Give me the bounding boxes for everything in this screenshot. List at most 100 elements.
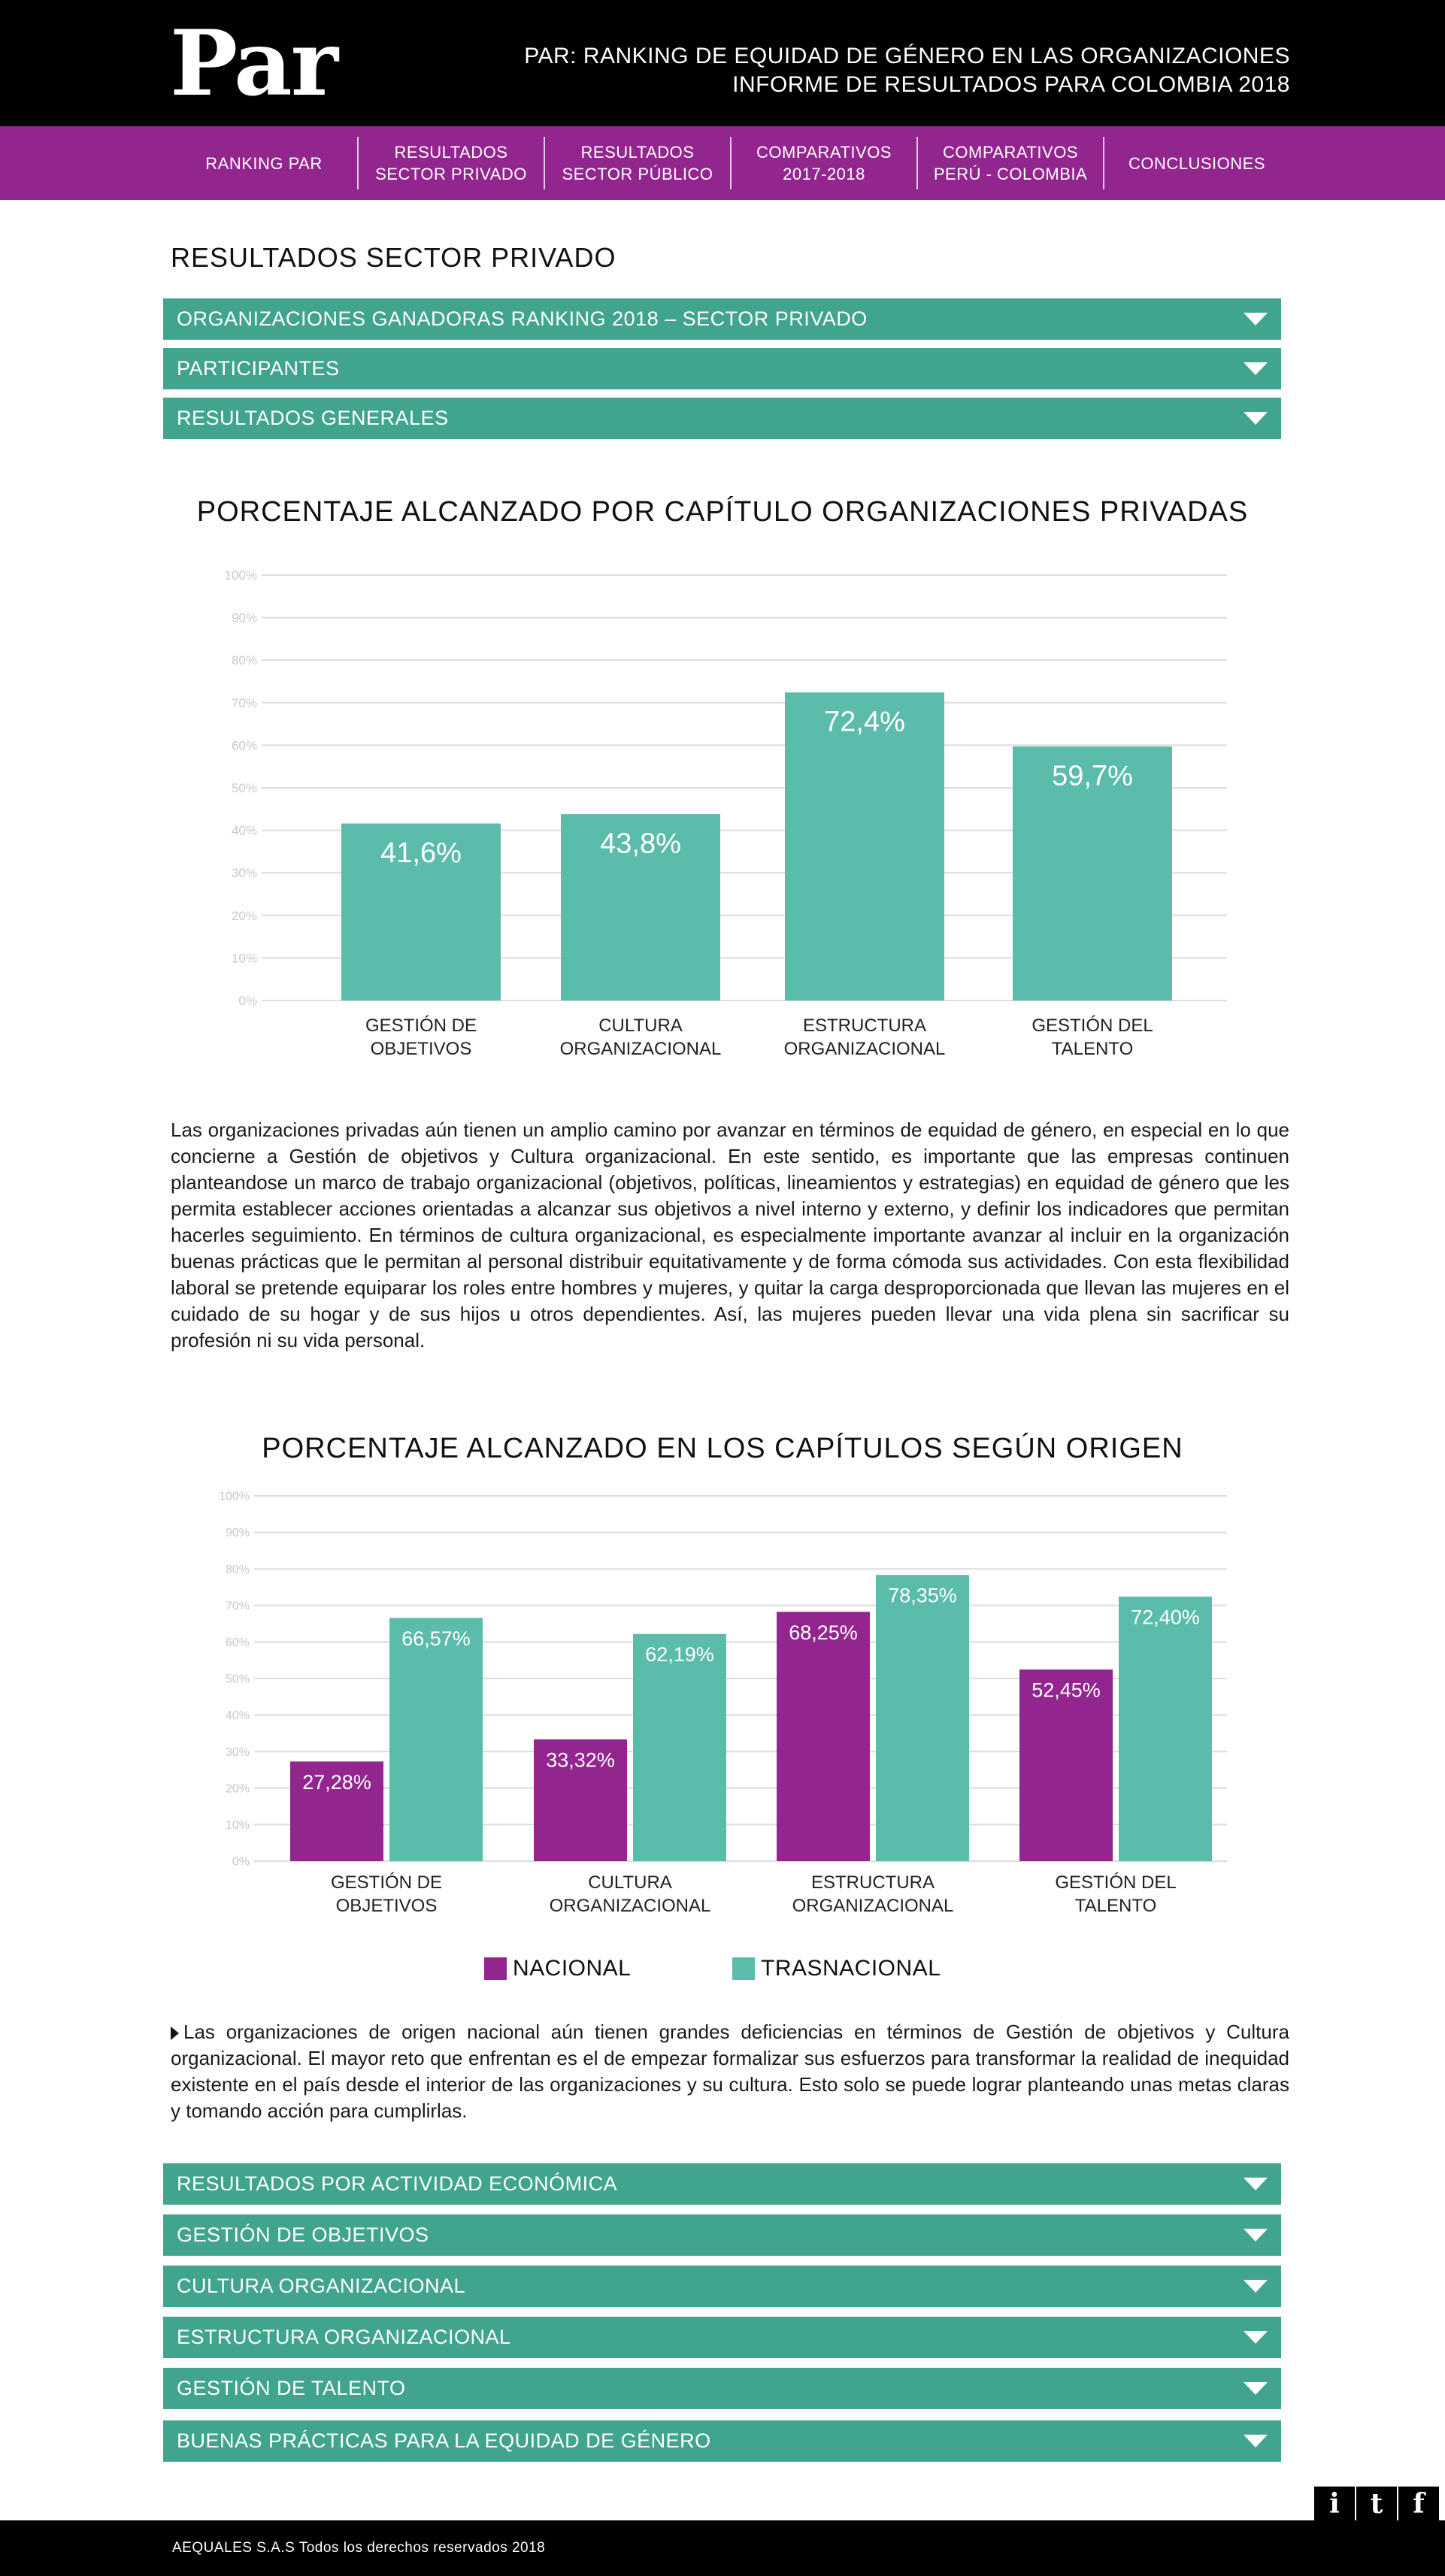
x-category-label: ESTRUCTURA	[811, 1872, 935, 1893]
accordion-estructura-organizacional[interactable]: ESTRUCTURA ORGANIZACIONAL	[163, 2317, 1281, 2358]
analysis-paragraph-2: Las organizaciones de origen nacional aú…	[171, 2019, 1289, 2124]
accordion-label: GESTIÓN DE TALENTO	[177, 2377, 406, 2399]
accordion-label: CULTURA ORGANIZACIONAL	[177, 2275, 466, 2297]
accordion-organizaciones-ganadoras[interactable]: ORGANIZACIONES GANADORAS RANKING 2018 – …	[163, 298, 1281, 340]
y-tick-label: 80%	[232, 653, 257, 667]
nav-divider	[730, 137, 732, 189]
chevron-down-icon	[1244, 2280, 1268, 2293]
y-tick-label: 0%	[232, 1856, 250, 1869]
chevron-down-icon	[1244, 412, 1268, 425]
par-logo[interactable]: Par	[170, 11, 338, 117]
nav-comparativos-peru-colombia[interactable]: COMPARATIVOS PERÚ - COLOMBIA	[920, 137, 1101, 189]
accordion-cultura-organizacional[interactable]: CULTURA ORGANIZACIONAL	[163, 2266, 1281, 2307]
chart-2-title: PORCENTAJE ALCANZADO EN LOS CAPÍTULOS SE…	[262, 1433, 1183, 1464]
bar	[290, 1761, 383, 1861]
accordion-resultados-actividad-economica[interactable]: RESULTADOS POR ACTIVIDAD ECONÓMICA	[163, 2163, 1281, 2205]
report-title-line-1: PAR: RANKING DE EQUIDAD DE GÉNERO EN LAS…	[524, 44, 1290, 68]
accordion-label: RESULTADOS POR ACTIVIDAD ECONÓMICA	[177, 2172, 618, 2195]
y-tick-label: 20%	[226, 1782, 250, 1795]
copyright-text: AEQUALES S.A.S Todos los derechos reserv…	[172, 2540, 546, 2556]
nav-label: 2017-2018	[783, 165, 865, 183]
nav-ranking-par[interactable]: RANKING PAR	[188, 137, 340, 189]
legend-swatch	[484, 1957, 507, 1980]
nav-label: CONCLUSIONES	[1128, 153, 1266, 173]
accordion-label: BUENAS PRÁCTICAS PARA LA EQUIDAD DE GÉNE…	[177, 2429, 711, 2452]
x-category-label: CULTURA	[588, 1872, 672, 1893]
y-tick-label: 40%	[232, 824, 257, 838]
caret-right-icon	[171, 2027, 179, 2040]
y-tick-label: 0%	[238, 994, 257, 1008]
data-label: 33,32%	[546, 1749, 615, 1772]
data-label: 41,6%	[380, 837, 462, 869]
nav-conclusiones[interactable]: CONCLUSIONES	[1107, 137, 1287, 189]
bar	[1119, 1597, 1212, 1861]
y-tick-label: 100%	[225, 568, 257, 583]
chevron-down-icon	[1244, 2229, 1268, 2242]
twitter-icon[interactable]: t	[1356, 2487, 1397, 2521]
bar	[389, 1618, 483, 1861]
nav-label: RESULTADOS	[394, 143, 508, 162]
accordion-buenas-practicas[interactable]: BUENAS PRÁCTICAS PARA LA EQUIDAD DE GÉNE…	[163, 2420, 1281, 2462]
site-footer: AEQUALES S.A.S Todos los derechos reserv…	[0, 2520, 1445, 2576]
y-tick-label: 30%	[232, 866, 257, 880]
y-tick-label: 10%	[226, 1819, 250, 1832]
site-header: Par PAR: RANKING DE EQUIDAD DE GÉNERO EN…	[0, 0, 1445, 126]
data-label: 66,57%	[401, 1627, 471, 1650]
chevron-down-icon	[1244, 362, 1268, 375]
accordion-label: RESULTADOS GENERALES	[177, 407, 449, 429]
legend-label: TRASNACIONAL	[761, 1956, 941, 1981]
nav-label: SECTOR PÚBLICO	[562, 165, 713, 183]
nav-label: PERÚ - COLOMBIA	[933, 165, 1088, 183]
y-tick-label: 90%	[226, 1527, 250, 1539]
y-tick-label: 60%	[226, 1636, 250, 1649]
y-tick-label: 70%	[226, 1600, 250, 1612]
report-title-line-2: INFORME DE RESULTADOS PARA COLOMBIA 2018	[732, 72, 1290, 97]
y-tick-label: 30%	[226, 1746, 250, 1759]
page-title: RESULTADOS SECTOR PRIVADO	[171, 242, 616, 273]
x-category-label: OBJETIVOS	[371, 1039, 472, 1059]
bar	[1013, 746, 1172, 1000]
x-category-label: GESTIÓN DEL	[1055, 1872, 1176, 1893]
nav-divider	[916, 137, 918, 189]
x-category-label: ORGANIZACIONAL	[784, 1039, 946, 1059]
chevron-down-icon	[1244, 2178, 1268, 2190]
data-label: 72,40%	[1131, 1606, 1200, 1629]
info-icon[interactable]: i	[1314, 2487, 1355, 2521]
x-category-label: ORGANIZACIONAL	[560, 1039, 722, 1059]
accordion-gestion-talento[interactable]: GESTIÓN DE TALENTO	[163, 2368, 1281, 2409]
y-tick-label: 20%	[232, 909, 257, 923]
x-category-label: TALENTO	[1052, 1039, 1133, 1059]
report-title: PAR: RANKING DE EQUIDAD DE GÉNERO EN LAS…	[524, 42, 1290, 99]
legend-item-nacional: NACIONAL	[484, 1955, 631, 1982]
y-tick-label: 50%	[226, 1673, 250, 1686]
bar	[341, 823, 501, 1000]
nav-resultados-sector-privado[interactable]: RESULTADOS SECTOR PRIVADO	[361, 137, 541, 189]
accordion-participantes[interactable]: PARTICIPANTES	[163, 348, 1281, 389]
nav-comparativos-2017-2018[interactable]: COMPARATIVOS 2017-2018	[734, 137, 914, 189]
data-label: 72,4%	[824, 707, 905, 738]
nav-resultados-sector-publico[interactable]: RESULTADOS SECTOR PÚBLICO	[547, 137, 728, 189]
accordion-label: ORGANIZACIONES GANADORAS RANKING 2018 – …	[177, 307, 868, 330]
nav-label: RESULTADOS	[580, 143, 695, 162]
data-label: 78,35%	[888, 1585, 957, 1607]
bar	[633, 1633, 726, 1861]
main-nav: RANKING PAR RESULTADOS SECTOR PRIVADO RES…	[0, 126, 1445, 200]
nav-label: COMPARATIVOS	[756, 143, 892, 162]
x-category-label: ORGANIZACIONAL	[550, 1896, 711, 1916]
data-label: 27,28%	[302, 1771, 371, 1794]
y-tick-label: 80%	[226, 1563, 250, 1576]
y-tick-label: 10%	[232, 951, 257, 965]
x-category-label: CULTURA	[598, 1016, 683, 1036]
x-category-label: GESTIÓN DE	[331, 1872, 442, 1893]
bar	[777, 1612, 870, 1861]
accordion-gestion-objetivos[interactable]: GESTIÓN DE OBJETIVOS	[163, 2214, 1281, 2256]
analysis-paragraph-1: Las organizaciones privadas aún tienen u…	[171, 1118, 1289, 1352]
x-category-label: TALENTO	[1075, 1896, 1156, 1916]
bar	[561, 814, 720, 1000]
paragraph-text: Las organizaciones de origen nacional aú…	[171, 2021, 1289, 2122]
x-category-label: OBJETIVOS	[336, 1896, 438, 1916]
accordion-resultados-generales[interactable]: RESULTADOS GENERALES	[163, 398, 1281, 439]
facebook-icon[interactable]: f	[1398, 2487, 1439, 2521]
x-category-label: ORGANIZACIONAL	[792, 1896, 954, 1916]
data-label: 62,19%	[645, 1643, 714, 1666]
